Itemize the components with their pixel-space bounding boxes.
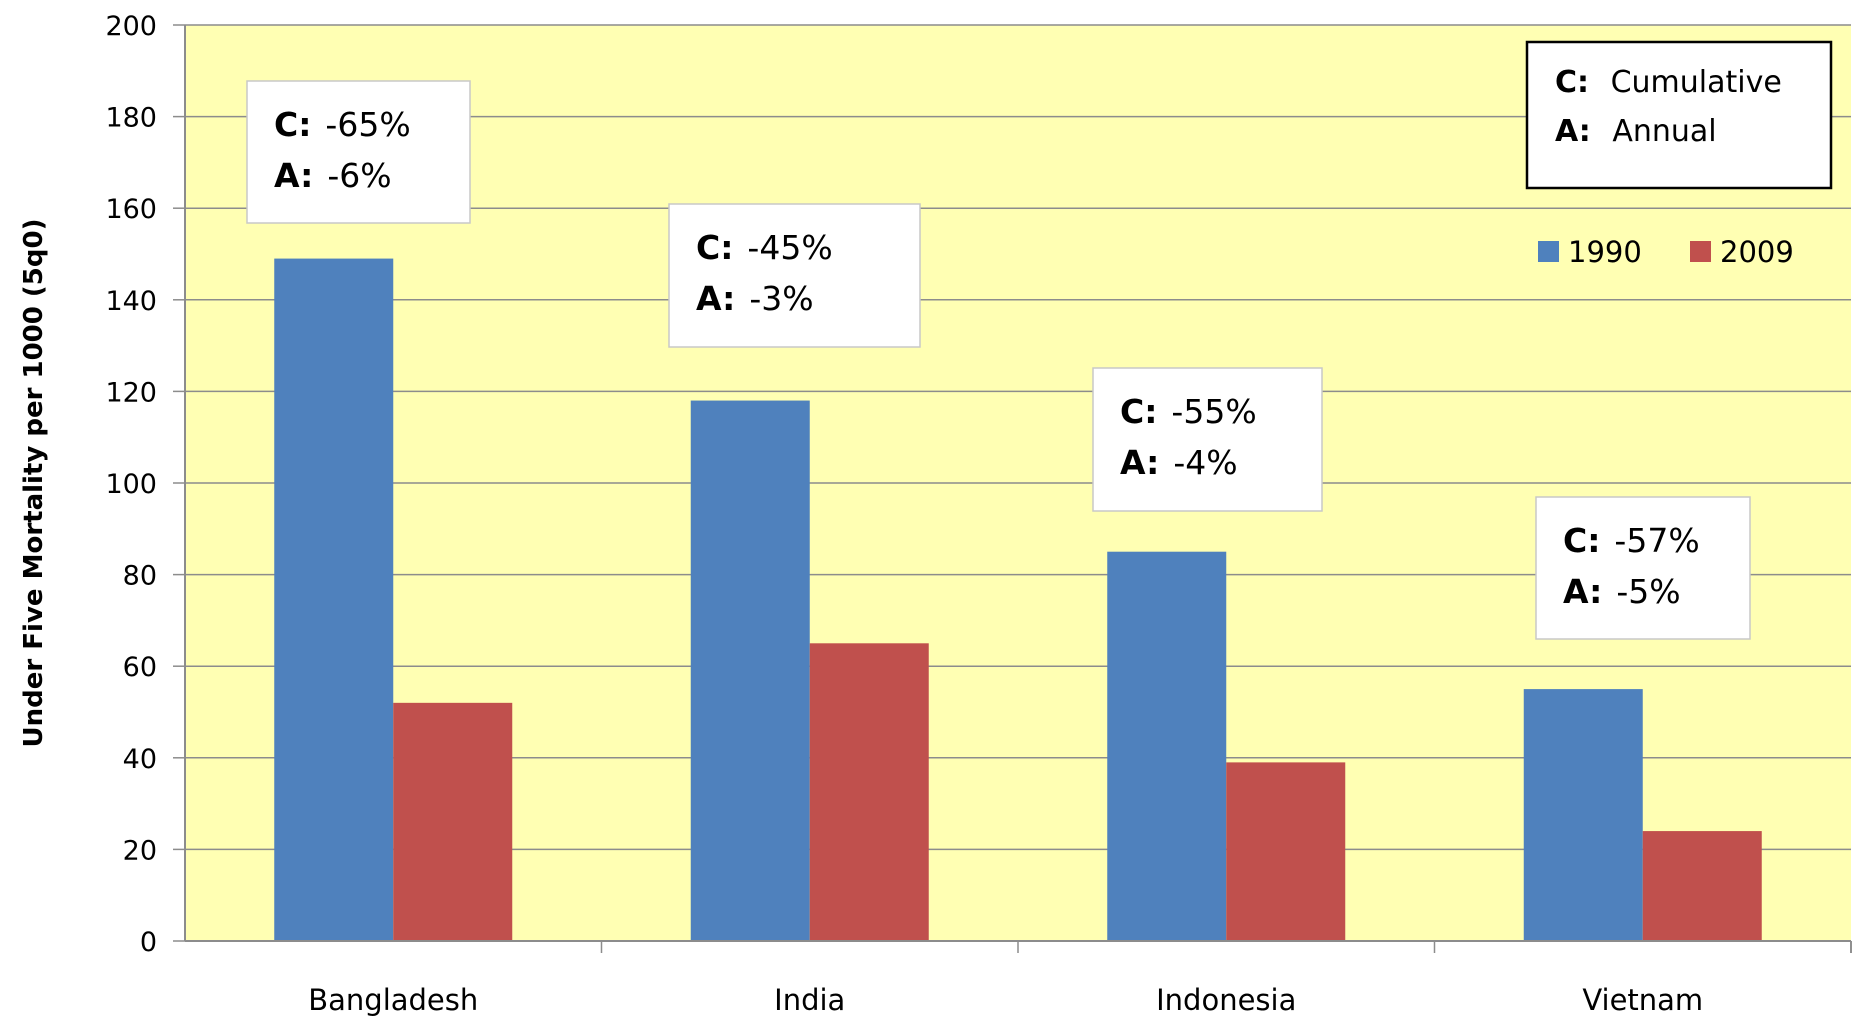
annotation-bangladesh: C: -65% A: -6% [246,80,471,224]
x-category-labels: Bangladesh India Indonesia Vietnam [308,983,1703,1017]
annotation-cumulative: C: -65% [274,105,411,144]
annotation-india: C: -45% A: -3% [668,203,921,348]
annotation-c-label: C: [1563,521,1600,560]
annotation-boxes: C: -65% A: -6% C: -45% A: -3% C: -55% A: -4% C: -57% A… [246,80,1751,640]
key-a-label: A: [1555,114,1591,149]
axes [173,24,1852,953]
annotation-c-value: -45% [747,228,832,267]
annotation-c-label: C: [274,105,311,144]
y-axis-label: Under Five Mortality per 1000 (5q0) [19,219,49,748]
annotation-a-value: -3% [749,279,813,318]
annotation-annual: A: -6% [274,156,392,195]
annotation-frame [1535,496,1751,640]
legend-swatch [1690,241,1711,262]
y-tick-label: 160 [105,194,157,225]
x-category-label: Bangladesh [308,983,478,1017]
key-box-frame [1525,40,1833,190]
y-tick-label: 100 [105,469,157,500]
y-tick-label: 20 [123,835,157,866]
annotation-annual: A: -3% [696,279,814,318]
key-box: C: Cumulative A: Annual [1525,40,1833,190]
bar-1990-indonesia [1107,551,1227,941]
bar-1990-vietnam [1523,689,1643,941]
y-tick-label: 60 [123,652,157,683]
annotation-c-label: C: [696,228,733,267]
key-c-label: C: [1555,65,1589,100]
annotation-c-value: -65% [325,105,410,144]
y-tick-labels: 0 20 40 60 80 100 120 140 160 180 200 [105,11,157,958]
annotation-cumulative: C: -57% [1563,521,1700,560]
annotation-frame [668,203,921,348]
annotation-a-label: A: [696,279,735,318]
y-tick-label: 120 [105,377,157,408]
legend-item-2009: 2009 [1690,235,1794,269]
annotation-cumulative: C: -45% [696,228,833,267]
key-line-annual: A: Annual [1555,114,1717,149]
annotation-indonesia: C: -55% A: -4% [1092,367,1323,512]
x-category-label: India [774,983,845,1017]
annotation-vietnam: C: -57% A: -5% [1535,496,1751,640]
y-tick-label: 80 [123,561,157,592]
annotation-c-value: -55% [1171,392,1256,431]
bars [274,258,1762,942]
key-c-text: Cumulative [1611,65,1782,100]
bar-1990-bangladesh [274,258,394,942]
legend-label: 1990 [1568,235,1642,269]
legend: 1990 2009 [1538,235,1794,269]
bar-1990-india [690,400,810,941]
y-tick-label: 180 [105,103,157,134]
annotation-a-label: A: [1120,443,1159,482]
legend-label: 2009 [1720,235,1794,269]
annotation-annual: A: -5% [1563,572,1681,611]
y-tick-label: 40 [123,744,157,775]
annotation-frame [1092,367,1323,512]
y-tick-label: 0 [140,927,157,958]
annotation-annual: A: -4% [1120,443,1238,482]
annotation-cumulative: C: -55% [1120,392,1257,431]
x-category-label: Vietnam [1582,983,1703,1017]
y-tick-label: 140 [105,286,157,317]
annotation-frame [246,80,471,224]
annotation-a-label: A: [1563,572,1602,611]
bar-2009-india [809,643,929,941]
bar-2009-vietnam [1642,831,1762,941]
x-category-label: Indonesia [1156,983,1296,1017]
annotation-a-value: -4% [1173,443,1237,482]
legend-item-1990: 1990 [1538,235,1642,269]
key-a-text: Annual [1612,114,1716,149]
annotation-a-value: -6% [327,156,391,195]
annotation-c-value: -57% [1614,521,1699,560]
y-tick-label: 200 [105,11,157,42]
annotation-a-label: A: [274,156,313,195]
key-line-cumulative: C: Cumulative [1555,65,1782,100]
annotation-c-label: C: [1120,392,1157,431]
bar-2009-bangladesh [393,702,513,941]
annotation-a-value: -5% [1616,572,1680,611]
legend-swatch [1538,241,1559,262]
bar-2009-indonesia [1226,762,1346,941]
